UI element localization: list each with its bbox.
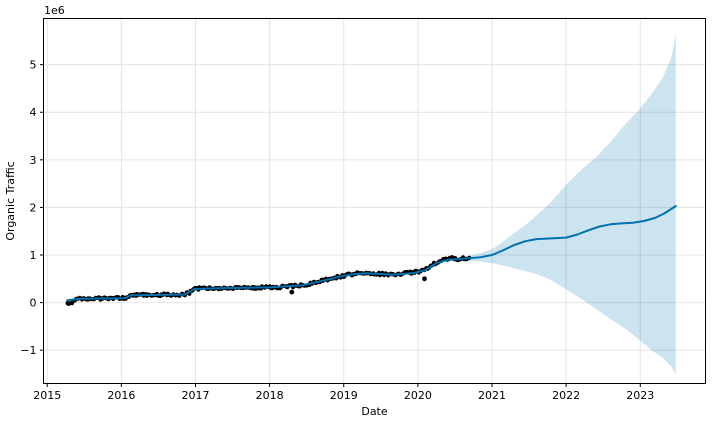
x-tick-label: 2022 (552, 389, 580, 402)
x-tick-label: 2018 (256, 389, 284, 402)
y-tick-label: 1 (30, 249, 37, 262)
plot-area: 2015 2016 2017 2018 2019 2020 2021 2022 2023 −1 0 1… (20, 18, 706, 402)
x-tick-label: 2020 (404, 389, 432, 402)
confidence-interval-band (447, 33, 676, 375)
x-tick-label: 2017 (181, 389, 209, 402)
y-tick-label: 2 (30, 201, 37, 214)
y-axis-offset-label: 1e6 (44, 4, 65, 17)
x-tick-label: 2023 (626, 389, 654, 402)
x-tick-label: 2015 (33, 389, 61, 402)
x-axis-label: Date (361, 405, 388, 418)
y-tick-label: 3 (30, 154, 37, 167)
outlier-dot (422, 276, 427, 282)
plot-data-layer (65, 33, 677, 375)
x-tick-label: 2016 (107, 389, 135, 402)
y-tick-label: −1 (20, 344, 36, 357)
x-tick-label: 2019 (330, 389, 358, 402)
axes-frame (43, 18, 706, 384)
x-tick-label: 2021 (478, 389, 506, 402)
y-axis-label: Organic Traffic (4, 161, 17, 240)
outlier-dot (289, 289, 295, 295)
y-tick-label: 0 (30, 297, 37, 310)
y-tick-label: 4 (30, 106, 37, 119)
y-tick-label: 5 (30, 59, 37, 72)
forecast-line (66, 205, 677, 302)
